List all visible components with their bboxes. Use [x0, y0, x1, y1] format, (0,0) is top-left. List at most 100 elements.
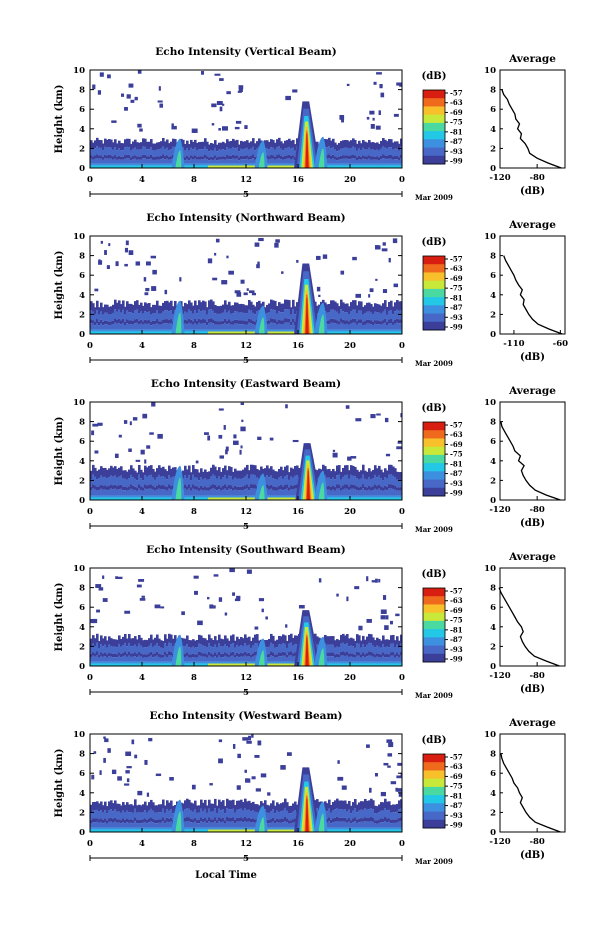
speckle: [238, 91, 242, 93]
speckle: [317, 287, 320, 292]
avg-y-tick-label: 6: [490, 105, 496, 115]
speckle: [133, 417, 137, 420]
colorbar-segment: [423, 148, 445, 157]
colorbar-tick-label: -69: [450, 606, 463, 615]
speckle: [171, 126, 176, 129]
average-xlabel: (dB): [520, 186, 545, 197]
speckle: [240, 427, 245, 432]
avg-y-tick-label: 2: [490, 144, 496, 154]
colorbar-tick-label: -99: [450, 157, 463, 166]
speckle: [375, 279, 377, 281]
speckle: [124, 264, 128, 266]
y-axis-label: Height (km): [54, 251, 65, 320]
panel-title: Echo Intensity (Eastward Beam): [151, 378, 341, 390]
average-profile-line: [499, 588, 559, 666]
colorbar-segment: [423, 98, 445, 107]
avg-y-tick-label: 10: [484, 398, 496, 408]
speckle: [149, 432, 154, 434]
colorbar-tick-label: -99: [450, 489, 463, 498]
avg-y-tick-label: 4: [490, 125, 496, 135]
colorbar-tick-label: -93: [450, 313, 463, 322]
y-tick-label: 10: [73, 398, 85, 408]
colorbar-tick-label: -99: [450, 655, 463, 664]
colorbar-tick-label: -87: [450, 137, 463, 146]
speckle: [378, 579, 380, 583]
speckle: [366, 619, 371, 623]
speckle: [115, 576, 118, 579]
average-frame: [500, 402, 565, 500]
speckle: [233, 434, 236, 438]
colorbar-segment: [423, 289, 445, 298]
date-label: Mar 2009: [415, 691, 453, 700]
colorbar-segment: [423, 281, 445, 290]
panel-title: Echo Intensity (Southward Beam): [146, 544, 345, 556]
speckle: [127, 94, 131, 98]
speckle: [375, 245, 379, 248]
panel-5: Echo Intensity (Westward Beam)0246810Hei…: [54, 710, 565, 866]
colorbar-segment: [423, 322, 445, 331]
speckle: [130, 100, 134, 103]
speckle: [104, 250, 107, 255]
speckle: [128, 449, 132, 452]
speckle: [218, 128, 221, 131]
avg-y-tick-label: 2: [490, 476, 496, 486]
speckle: [116, 261, 119, 266]
y-tick-label: 2: [79, 144, 85, 154]
speckle: [138, 579, 144, 582]
speckle: [319, 578, 321, 582]
speckle: [233, 441, 239, 445]
speckle: [126, 241, 129, 246]
colorbar-segment: [423, 621, 445, 630]
speckle: [389, 258, 391, 262]
colorbar-segment: [423, 629, 445, 638]
avg-x-tick-label: -80: [529, 505, 544, 515]
x-tick-label: 12: [240, 175, 252, 185]
speckle: [384, 625, 389, 630]
speckle: [97, 423, 102, 426]
speckle: [394, 284, 399, 288]
speckle: [125, 248, 128, 253]
speckle: [194, 576, 199, 579]
speckle: [386, 454, 390, 456]
speckle: [98, 259, 100, 263]
date-marker: 5: [243, 190, 249, 200]
panel-4: Echo Intensity (Southward Beam)0246810He…: [54, 544, 565, 700]
average-title: Average: [508, 53, 556, 65]
x-tick-label: 0: [399, 673, 405, 683]
colorbar-tick-label: -81: [450, 127, 463, 136]
speckle: [219, 597, 222, 602]
speckle: [140, 598, 146, 601]
avg-y-tick-label: 0: [490, 330, 496, 340]
speckle: [258, 238, 264, 241]
speckle: [145, 288, 149, 291]
avg-y-tick-label: 4: [490, 457, 496, 467]
speckle: [146, 445, 150, 448]
colorbar-unit: (dB): [422, 237, 447, 248]
avg-y-tick-label: 6: [490, 437, 496, 447]
speckle: [340, 271, 344, 275]
panel-3: Echo Intensity (Eastward Beam)0246810Hei…: [54, 378, 565, 534]
speckle: [241, 280, 245, 284]
speckle: [214, 574, 219, 576]
speckle: [108, 243, 110, 246]
speckle: [226, 256, 228, 259]
speckle: [255, 627, 259, 630]
speckle: [236, 121, 241, 124]
speckle: [179, 277, 181, 281]
speckle: [236, 596, 240, 600]
speckle: [135, 97, 138, 100]
speckle: [94, 289, 98, 292]
speckle: [136, 460, 141, 462]
average-frame: [500, 70, 565, 168]
colorbar-tick-label: -81: [450, 625, 463, 634]
speckle: [137, 124, 141, 128]
speckle: [235, 127, 240, 129]
y-tick-label: 8: [79, 252, 85, 262]
speckle: [124, 420, 127, 424]
speckle: [214, 253, 216, 256]
speckle: [224, 425, 226, 430]
avg-x-tick-label: -110: [503, 339, 524, 349]
colorbar-tick-label: -57: [450, 89, 463, 98]
colorbar-tick-label: -93: [450, 147, 463, 156]
